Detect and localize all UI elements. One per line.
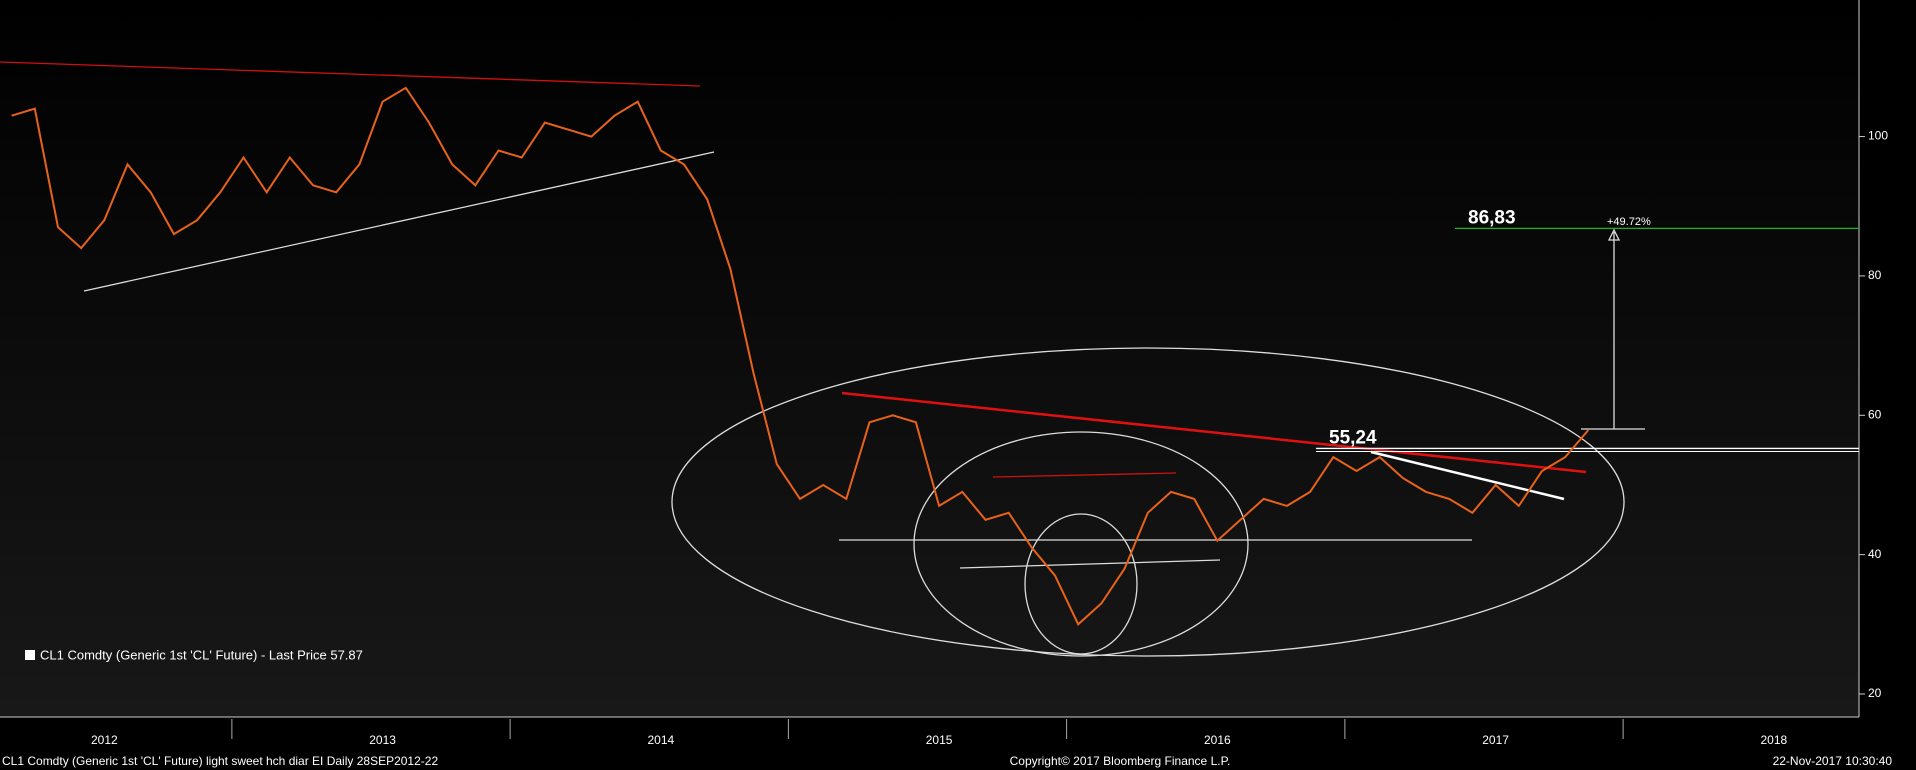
plot-background xyxy=(0,0,1859,717)
y-tick-label: 40 xyxy=(1868,547,1882,561)
trendline xyxy=(0,61,701,87)
legend-label: CL1 Comdty (Generic 1st 'CL' Future) - L… xyxy=(40,647,363,662)
x-tick-label: 2017 xyxy=(1482,733,1509,747)
level-label: 86,83 xyxy=(1468,207,1516,228)
y-tick-label: 20 xyxy=(1868,686,1882,700)
x-tick-label: 2015 xyxy=(926,733,953,747)
drawings xyxy=(0,61,1645,657)
trendline xyxy=(1370,450,1565,501)
trendline xyxy=(83,151,715,292)
target-change: +49.72% xyxy=(1607,216,1651,228)
x-tick-label: 2013 xyxy=(369,733,396,747)
x-tick-label: 2014 xyxy=(647,733,674,747)
level-label: 55,24 xyxy=(1329,427,1377,448)
footer-center: Copyright© 2017 Bloomberg Finance L.P. xyxy=(1010,754,1231,768)
x-tick-label: 2018 xyxy=(1760,733,1787,747)
trendline xyxy=(841,391,1587,474)
measure-arrow xyxy=(1607,228,1621,241)
y-tick-label: 80 xyxy=(1868,268,1882,282)
price-line xyxy=(11,86,1590,626)
ellipse xyxy=(671,347,1625,657)
ellipse xyxy=(913,431,1249,657)
footer-right: 22-Nov-2017 10:30:40 xyxy=(1773,754,1893,768)
trendline xyxy=(959,559,1221,569)
trendline xyxy=(992,472,1177,478)
ellipse xyxy=(1024,513,1138,655)
footer-left: CL1 Comdty (Generic 1st 'CL' Future) lig… xyxy=(2,754,438,768)
x-tick-label: 2016 xyxy=(1204,733,1231,747)
x-tick-label: 2012 xyxy=(91,733,118,747)
y-tick-label: 100 xyxy=(1868,129,1888,143)
y-tick-label: 60 xyxy=(1868,407,1882,421)
legend-swatch xyxy=(25,650,35,660)
